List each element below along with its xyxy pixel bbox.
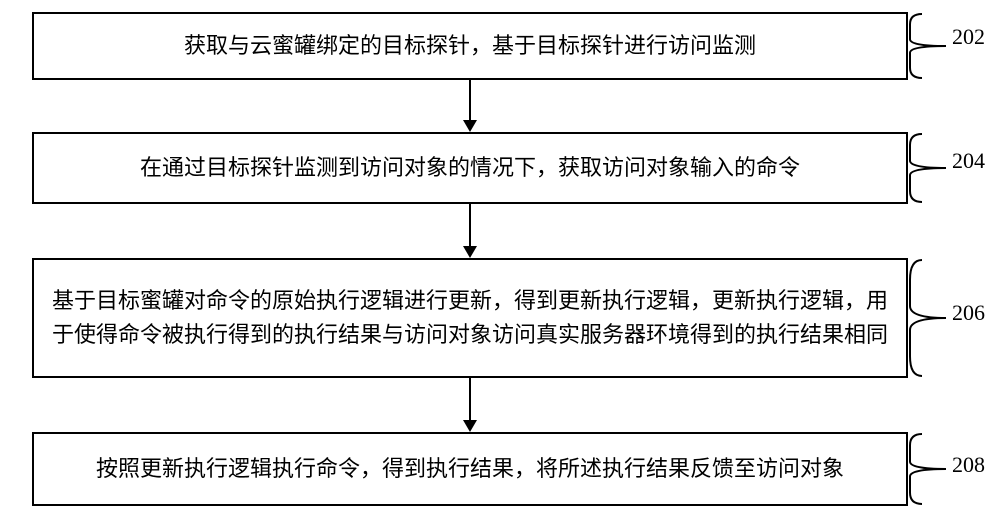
- brace-n206: [908, 258, 948, 378]
- brace-n204: [908, 132, 948, 204]
- step-label-204: 204: [952, 148, 985, 174]
- flowchart-container: 获取与云蜜罐绑定的目标探针，基于目标探针进行访问监测 202 在通过目标探针监测到访…: [0, 0, 1000, 529]
- brace-n208: [908, 432, 948, 506]
- step-label-208: 208: [952, 452, 985, 478]
- arrow-shaft-1: [469, 80, 471, 120]
- arrow-head-3: [463, 420, 477, 432]
- arrow-head-1: [463, 120, 477, 132]
- flow-node-n202: 获取与云蜜罐绑定的目标探针，基于目标探针进行访问监测: [32, 12, 908, 80]
- step-label-206: 206: [952, 300, 985, 326]
- flow-node-text: 基于目标蜜罐对命令的原始执行逻辑进行更新，得到更新执行逻辑，更新执行逻辑，用于使…: [52, 284, 888, 352]
- flow-node-n204: 在通过目标探针监测到访问对象的情况下，获取访问对象输入的命令: [32, 132, 908, 204]
- arrow-shaft-3: [469, 378, 471, 420]
- flow-node-n206: 基于目标蜜罐对命令的原始执行逻辑进行更新，得到更新执行逻辑，更新执行逻辑，用于使…: [32, 258, 908, 378]
- arrow-shaft-2: [469, 204, 471, 246]
- flow-node-text: 按照更新执行逻辑执行命令，得到执行结果，将所述执行结果反馈至访问对象: [52, 452, 888, 486]
- flow-node-text: 在通过目标探针监测到访问对象的情况下，获取访问对象输入的命令: [52, 151, 888, 185]
- flow-node-text: 获取与云蜜罐绑定的目标探针，基于目标探针进行访问监测: [52, 29, 888, 63]
- arrow-head-2: [463, 246, 477, 258]
- flow-node-n208: 按照更新执行逻辑执行命令，得到执行结果，将所述执行结果反馈至访问对象: [32, 432, 908, 506]
- brace-n202: [908, 12, 948, 80]
- step-label-202: 202: [952, 24, 985, 50]
